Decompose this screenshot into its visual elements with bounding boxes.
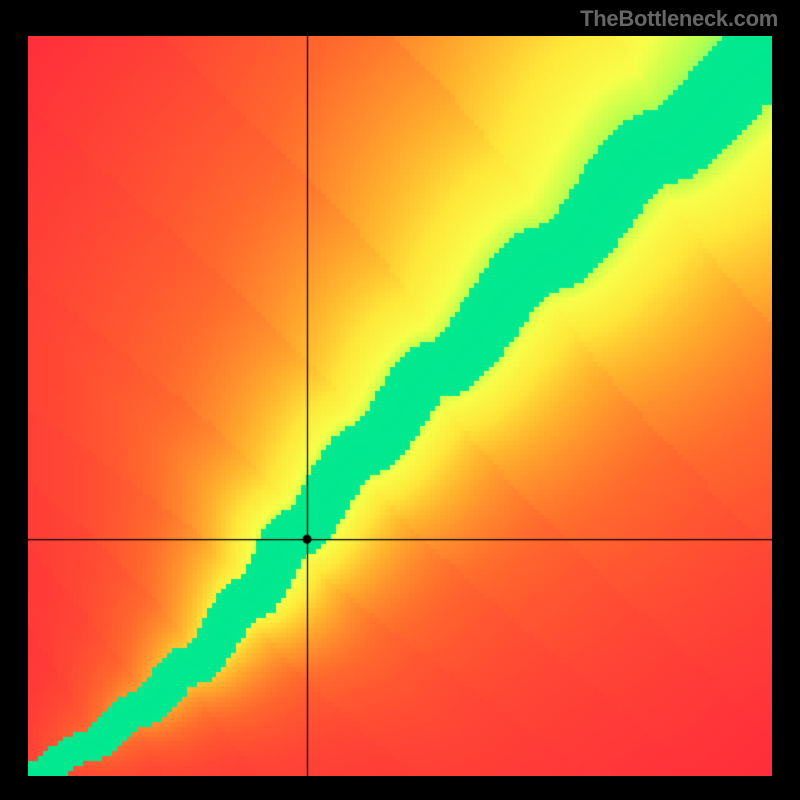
plot-area — [28, 36, 772, 776]
chart-container: TheBottleneck.com — [0, 0, 800, 800]
heatmap-canvas — [28, 36, 772, 776]
watermark-text: TheBottleneck.com — [580, 6, 778, 32]
